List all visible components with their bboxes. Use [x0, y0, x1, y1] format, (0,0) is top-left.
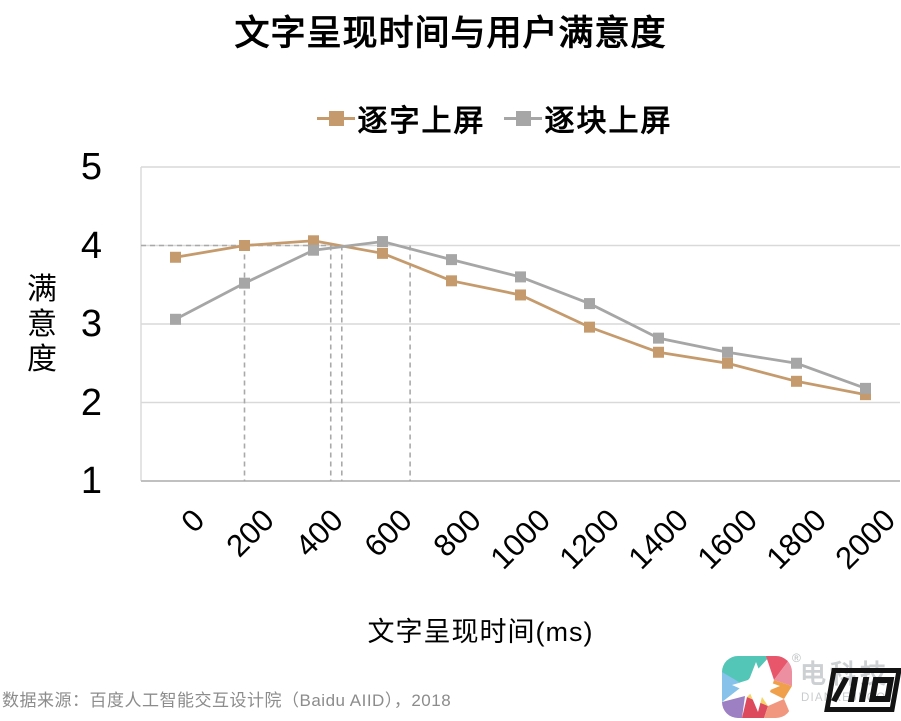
series-line	[174, 240, 866, 390]
aiid-badge-icon	[824, 668, 901, 712]
y-axis-title-char: 意	[27, 308, 57, 341]
y-tick-label: 1	[80, 460, 102, 502]
data-point-marker	[584, 298, 595, 310]
legend-label-series1: 逐字上屏	[357, 105, 486, 138]
y-tick-label: 4	[80, 224, 102, 267]
chart-legend: 逐字上屏 逐块上屏	[44, 98, 901, 138]
y-axis-title-char: 度	[27, 343, 57, 376]
data-point-marker	[170, 313, 181, 325]
data-point-marker	[170, 251, 181, 263]
data-point-marker	[722, 357, 733, 369]
diankeji-logo-icon	[722, 656, 792, 718]
data-point-marker	[791, 357, 802, 369]
data-point-marker	[515, 289, 526, 301]
data-point-marker	[653, 332, 664, 344]
series1-line-marker-icon	[316, 110, 355, 126]
chart-title: 文字呈现时间与用户满意度	[234, 14, 667, 53]
data-point-marker	[239, 277, 250, 289]
registered-trademark-icon: ®	[792, 651, 801, 665]
data-point-marker	[377, 236, 388, 248]
data-point-marker	[791, 375, 802, 387]
data-point-marker	[584, 321, 595, 333]
data-point-marker	[239, 240, 250, 251]
x-axis-title: 文字呈现时间(ms)	[367, 617, 594, 647]
y-tick-label: 5	[80, 146, 102, 188]
data-point-marker	[446, 254, 457, 266]
data-point-marker	[860, 389, 871, 401]
data-point-marker	[308, 244, 319, 256]
y-axis-title-char: 满	[27, 273, 57, 306]
data-point-marker	[515, 271, 526, 283]
series-line	[175, 239, 866, 397]
y-tick-label: 3	[80, 303, 102, 345]
data-point-marker	[722, 346, 733, 358]
y-tick-label: 2	[80, 381, 102, 424]
y-axis-title: 满意度	[24, 272, 60, 377]
legend-label-series2: 逐块上屏	[544, 105, 673, 138]
data-point-marker	[860, 382, 871, 394]
data-point-marker	[446, 275, 457, 287]
data-point-marker	[308, 235, 319, 247]
data-point-marker	[653, 346, 664, 358]
legend-item-series1: 逐字上屏	[316, 96, 486, 140]
diankeji-logo: ® 电科技 DIANKEJI.COM	[715, 645, 901, 721]
source-note: 数据来源：百度人工智能交互设计院（Baidu AIID），2018	[2, 691, 452, 710]
data-point-marker	[377, 247, 388, 259]
series2-line-marker-icon	[503, 110, 542, 126]
legend-item-series2: 逐块上屏	[503, 96, 673, 140]
